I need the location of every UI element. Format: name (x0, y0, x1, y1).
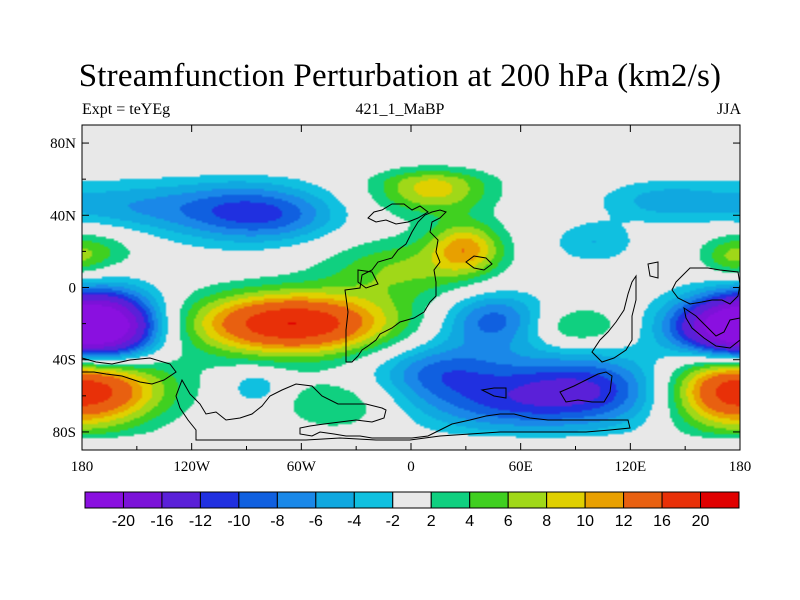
colorbar-label: -20 (112, 513, 135, 530)
colorbar-label: 8 (542, 513, 551, 530)
colorbar-swatch (276, 491, 317, 509)
land-outline-arabia (465, 255, 493, 271)
colorbar-label: -6 (309, 513, 323, 530)
colorbar-label: 12 (615, 513, 633, 530)
colorbar-swatch (238, 491, 278, 509)
land-outline-africa (344, 209, 447, 363)
land-outline-west-pacific (683, 306, 740, 349)
y-tick-label: 80N (50, 136, 76, 152)
coastline-outlines (82, 203, 740, 441)
colorbar-label: -4 (347, 513, 361, 530)
y-tick-label: 40N (50, 208, 76, 224)
colorbar-swatch (584, 491, 625, 509)
x-tick-label: 0 (407, 459, 415, 475)
x-tick-label: 180 (729, 459, 752, 475)
land-outline-asia-strip (591, 274, 637, 363)
experiment-label: Expt = teYEg (82, 101, 171, 118)
colorbar-swatch (700, 491, 740, 509)
colorbar-label: -2 (386, 513, 400, 530)
colorbar: -20 -16 -12 -10 -8 -6 -4 -2 2 4 6 8 10 12 16 20 (84, 491, 740, 530)
x-tick-label: 120E (614, 459, 646, 475)
y-tick-label: 80S (53, 425, 76, 441)
season-label: JJA (716, 101, 741, 118)
y-tick-label: 0 (69, 281, 77, 297)
colorbar-label: -10 (227, 513, 250, 530)
colorbar-swatch (161, 491, 201, 509)
run-id-label: 421_1_MaBP (355, 101, 445, 118)
colorbar-label: 20 (692, 513, 710, 530)
colorbar-swatch (661, 491, 702, 509)
y-tick-label: 40S (53, 353, 76, 369)
x-tick-label: 120W (173, 459, 211, 475)
contour-field (82, 125, 740, 450)
land-outline-pacific-islands (647, 261, 740, 305)
colorbar-label: 6 (504, 513, 513, 530)
colorbar-label: -12 (189, 513, 212, 530)
x-tick-label: 60E (509, 459, 533, 475)
colorbar-swatch (353, 491, 394, 509)
colorbar-label: 10 (576, 513, 594, 530)
land-outline-s-atlantic (175, 378, 631, 441)
chart-title: Streamfunction Perturbation at 200 hPa (… (78, 58, 722, 94)
colorbar-swatch (84, 491, 124, 509)
colorbar-swatch (546, 491, 586, 509)
axes: 180 120W 60W 0 60E 120E 180 80N 40N 0 40S 80S (50, 125, 751, 475)
land-outline-americas (357, 269, 379, 289)
colorbar-label: 2 (427, 513, 436, 530)
x-tick-label: 180 (71, 459, 94, 475)
colorbar-label: -16 (150, 513, 173, 530)
land-outline-s-island (480, 387, 507, 399)
land-outline-australia (559, 371, 613, 403)
colorbar-swatch (199, 491, 240, 509)
colorbar-label: 16 (653, 513, 671, 530)
land-outline-sw-america (82, 357, 177, 385)
land-outline-n-atlantic (367, 203, 429, 225)
colorbar-swatch (623, 491, 663, 509)
colorbar-swatch (469, 491, 509, 509)
plot-area (81, 124, 741, 451)
colorbar-swatch (315, 491, 355, 509)
colorbar-swatch (430, 491, 471, 509)
colorbar-swatch (122, 491, 163, 509)
x-tick-label: 60W (287, 459, 317, 475)
colorbar-label: -8 (270, 513, 284, 530)
colorbar-swatch (392, 491, 432, 509)
colorbar-swatch (507, 491, 548, 509)
colorbar-label: 4 (465, 513, 474, 530)
